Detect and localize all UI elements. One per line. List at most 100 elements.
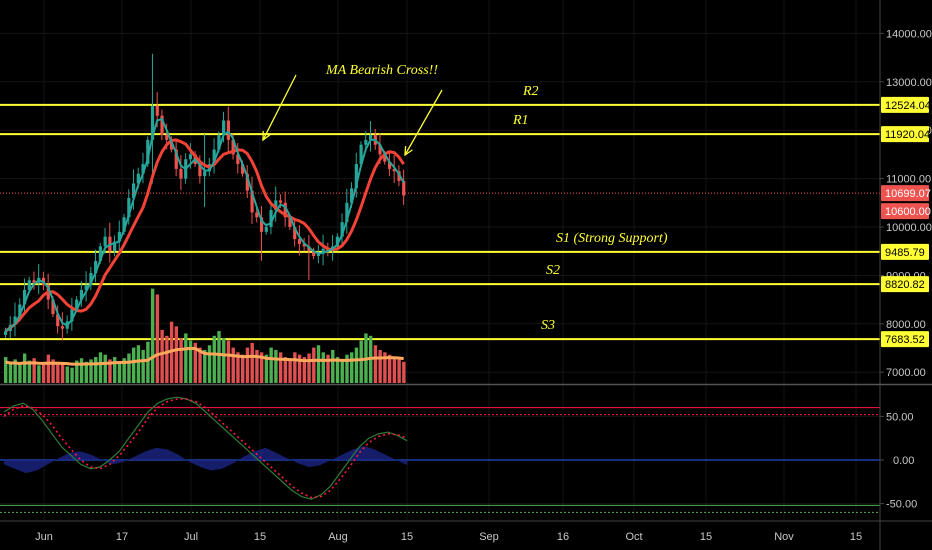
candle[interactable] [113,235,117,257]
price-pill-text: 10600.00 [885,206,931,218]
volume-bar [241,354,245,383]
candle[interactable] [402,169,406,205]
level-label-s3: S3 [541,318,555,333]
level-label-r2: R2 [522,84,539,99]
candle[interactable] [245,165,249,198]
price-pill-text: 12524.04 [885,100,931,112]
volume-bar [212,335,216,383]
candle[interactable] [94,249,98,283]
candle-body [70,309,74,322]
candle[interactable] [150,53,155,184]
candle[interactable] [250,176,254,225]
volume-bar [75,360,79,383]
volume-bar [231,347,235,383]
candle-body [188,154,193,160]
candle[interactable] [340,213,344,244]
candle[interactable] [335,233,339,250]
candle-body [269,210,273,227]
candle-body [127,197,131,218]
candle[interactable] [56,305,60,334]
candle[interactable] [312,247,316,259]
time-tick-label: Oct [625,531,642,543]
volume-bar [255,349,259,383]
volume-bar [131,347,136,383]
candle-body [146,139,150,165]
candle[interactable] [141,152,145,184]
time-tick-label: 15 [850,531,862,543]
candle-body [226,120,230,140]
candle-body [236,154,240,165]
candle[interactable] [212,138,216,174]
candle[interactable] [226,106,230,152]
arrow-head [262,130,271,142]
candle-body [136,173,140,184]
candle[interactable] [354,152,358,198]
candle[interactable] [32,271,36,290]
volume-bar [141,349,145,383]
volume-bar [155,294,160,383]
candle-body [302,243,306,247]
candle[interactable] [60,312,65,341]
candle[interactable] [269,201,273,235]
level-price-pill: 7683.52 [881,331,929,348]
volume-bar [274,349,278,383]
volume-bar [288,359,292,383]
time-axis[interactable]: Jun 17 Jul 15 Aug 15 Sep 16 Oct 15 Nov 15 [35,531,862,543]
time-tick-label: 15 [401,531,413,543]
volume-bar [193,342,197,383]
candle[interactable] [179,154,183,191]
candle[interactable] [321,234,325,266]
volume-bar [245,347,250,383]
candle[interactable] [236,143,240,174]
support-resistance-levels[interactable] [0,103,880,341]
price-tick-label: 7000.00 [886,367,926,379]
candle[interactable] [302,237,306,252]
candle[interactable] [79,281,84,307]
candle-body [307,246,311,252]
price-pill-bg [881,276,929,293]
candle[interactable] [13,302,17,337]
candle[interactable] [117,220,121,251]
volume-bar [32,358,36,383]
volume-bar [269,347,273,383]
time-tick-label: Jun [35,531,53,543]
candle-body [335,236,339,247]
candle[interactable] [387,152,392,177]
level-label-s1: S1 (Strong Support) [556,231,668,246]
candle[interactable] [274,186,278,222]
volume-bar [51,359,55,383]
candle-body [387,161,392,169]
volume-bar [84,361,88,383]
price-pill-text: 11920.04 [885,129,930,141]
time-tick-label: Aug [328,531,348,543]
candle[interactable] [297,225,302,256]
candle[interactable] [174,140,178,177]
candle[interactable] [84,271,88,302]
candle[interactable] [368,121,373,152]
candle[interactable] [70,297,74,331]
candle-body [212,149,216,165]
candle[interactable] [22,278,27,314]
annotation-arrows [262,74,443,157]
candle[interactable] [160,109,164,141]
volume-bar [113,357,117,383]
candle-body [131,183,136,198]
volume-bar [321,352,325,383]
candle-body [165,135,169,140]
candle[interactable] [307,235,311,280]
price-candles[interactable] [4,53,406,341]
candle-body [383,154,387,162]
candle-body [89,272,93,286]
candle[interactable] [293,218,297,247]
annotation-ma-bearish-cross: MA Bearish Cross!! [325,63,438,78]
osc-tick-label: -50.00 [886,499,917,511]
candle[interactable] [259,205,264,261]
candle[interactable] [89,266,93,291]
candle[interactable] [283,191,287,227]
oscillator-axis[interactable]: 50.00 0.00 -50.00 [880,411,917,511]
candle[interactable] [345,188,349,234]
candle-body [250,190,254,213]
volume-bar [392,357,397,383]
candle-body [222,120,226,136]
